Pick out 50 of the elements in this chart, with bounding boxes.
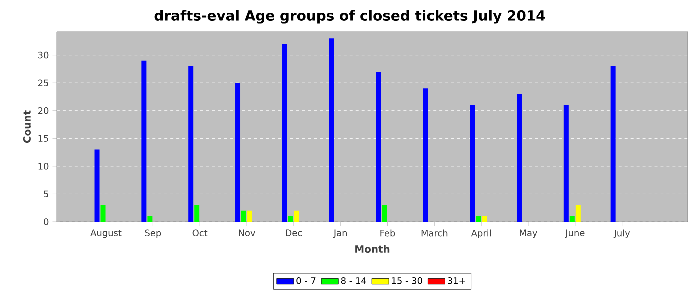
x-tick-label: Feb (380, 230, 396, 237)
y-tick-label: 15 (38, 135, 48, 142)
legend-label: 31+ (448, 277, 466, 284)
bar (248, 210, 253, 222)
x-tick-label: Nov (239, 230, 256, 236)
chart-title: drafts-eval Age groups of closed tickets July 2014 (154, 10, 546, 24)
bar (564, 105, 569, 222)
bar (576, 205, 581, 222)
bar (294, 210, 300, 222)
x-tick-label: July (614, 230, 630, 238)
bar (610, 66, 616, 222)
y-tick-label: 5 (44, 190, 48, 198)
bar (188, 66, 194, 222)
x-tick-label: June (565, 230, 585, 238)
y-tick-label: 30 (38, 52, 49, 59)
legend-label: 15 - 30 (392, 277, 422, 284)
y-tick-label: 20 (38, 107, 49, 114)
x-axis-title: Month (356, 245, 390, 253)
y-tick-label: 25 (38, 80, 48, 86)
x-tick-label: August (90, 230, 122, 238)
bar (329, 38, 334, 222)
bar (100, 205, 106, 222)
bar (242, 210, 247, 222)
x-tick-label: May (520, 230, 538, 238)
bar (516, 94, 522, 222)
bar (570, 216, 575, 222)
x-tick-label: April (471, 230, 491, 238)
bar (288, 216, 294, 222)
x-tick-label: Oct (192, 230, 208, 237)
bar (482, 216, 488, 222)
bar (148, 216, 153, 222)
bar (236, 83, 241, 222)
bar (470, 105, 476, 222)
bar (476, 216, 482, 222)
bar (376, 72, 382, 222)
y-tick-label: 10 (38, 163, 49, 170)
y-axis-title: Count (23, 110, 31, 144)
bar (423, 88, 428, 222)
legend-label: 8 - 14 (341, 277, 366, 284)
bar (282, 44, 288, 222)
bar (382, 205, 388, 222)
bar (94, 150, 100, 222)
x-tick-label: Dec (286, 230, 302, 236)
x-tick-label: March (422, 230, 448, 237)
y-tick-label: 0 (44, 218, 49, 226)
bar (142, 60, 147, 222)
x-tick-label: Sep (145, 230, 162, 238)
bar (194, 205, 200, 222)
legend-label: 0 - 7 (296, 277, 316, 284)
x-tick-label: Jan (333, 230, 347, 238)
